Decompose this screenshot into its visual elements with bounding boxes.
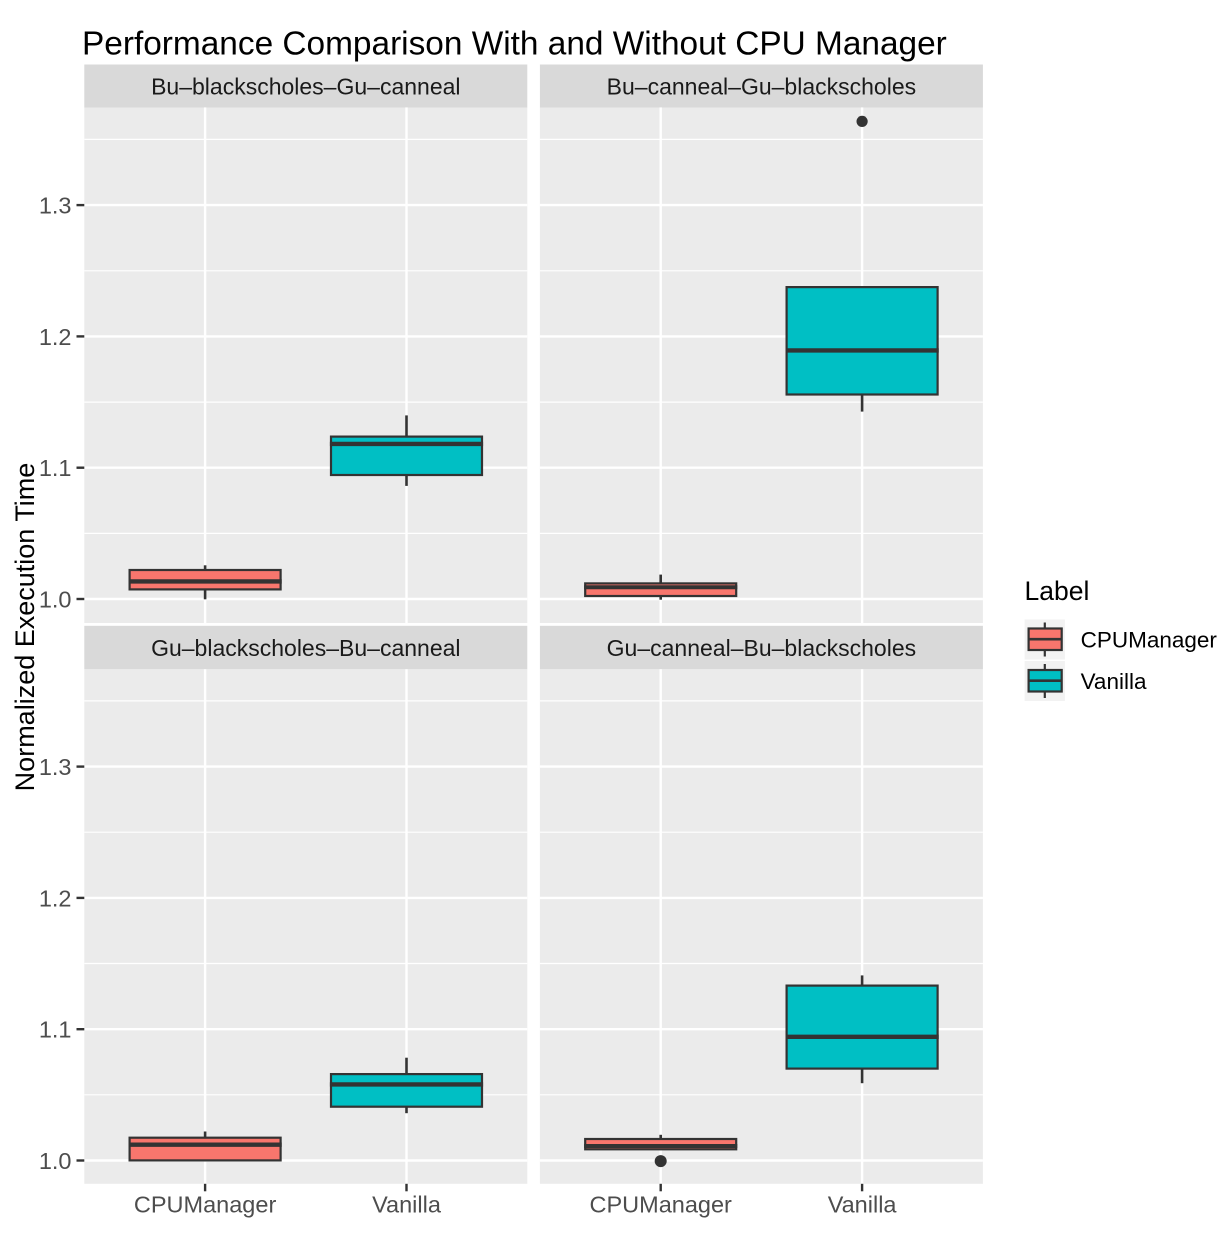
svg-text:1.3: 1.3 bbox=[39, 754, 72, 780]
svg-text:Gu–blackscholes–Bu–canneal: Gu–blackscholes–Bu–canneal bbox=[151, 635, 460, 661]
svg-text:Gu–canneal–Bu–blackscholes: Gu–canneal–Bu–blackscholes bbox=[607, 635, 916, 661]
svg-text:Bu–blackscholes–Gu–canneal: Bu–blackscholes–Gu–canneal bbox=[151, 74, 460, 100]
svg-text:CPUManager: CPUManager bbox=[134, 1191, 277, 1217]
svg-text:Performance Comparison With an: Performance Comparison With and Without … bbox=[82, 25, 947, 62]
svg-text:CPUManager: CPUManager bbox=[1081, 628, 1218, 653]
svg-text:Normalized Execution Time: Normalized Execution Time bbox=[10, 463, 40, 792]
svg-text:Vanilla: Vanilla bbox=[828, 1191, 898, 1217]
svg-text:1.2: 1.2 bbox=[39, 885, 72, 911]
svg-text:CPUManager: CPUManager bbox=[590, 1191, 733, 1217]
svg-text:Bu–canneal–Gu–blackscholes: Bu–canneal–Gu–blackscholes bbox=[607, 74, 916, 100]
svg-text:Vanilla: Vanilla bbox=[1081, 669, 1147, 694]
svg-text:1.0: 1.0 bbox=[39, 586, 72, 612]
svg-text:Vanilla: Vanilla bbox=[372, 1191, 442, 1217]
svg-text:1.2: 1.2 bbox=[39, 324, 72, 350]
svg-text:1.3: 1.3 bbox=[39, 193, 72, 219]
svg-text:1.1: 1.1 bbox=[39, 455, 72, 481]
svg-text:1.0: 1.0 bbox=[39, 1148, 72, 1174]
svg-text:1.1: 1.1 bbox=[39, 1017, 72, 1043]
svg-text:Label: Label bbox=[1025, 576, 1090, 606]
